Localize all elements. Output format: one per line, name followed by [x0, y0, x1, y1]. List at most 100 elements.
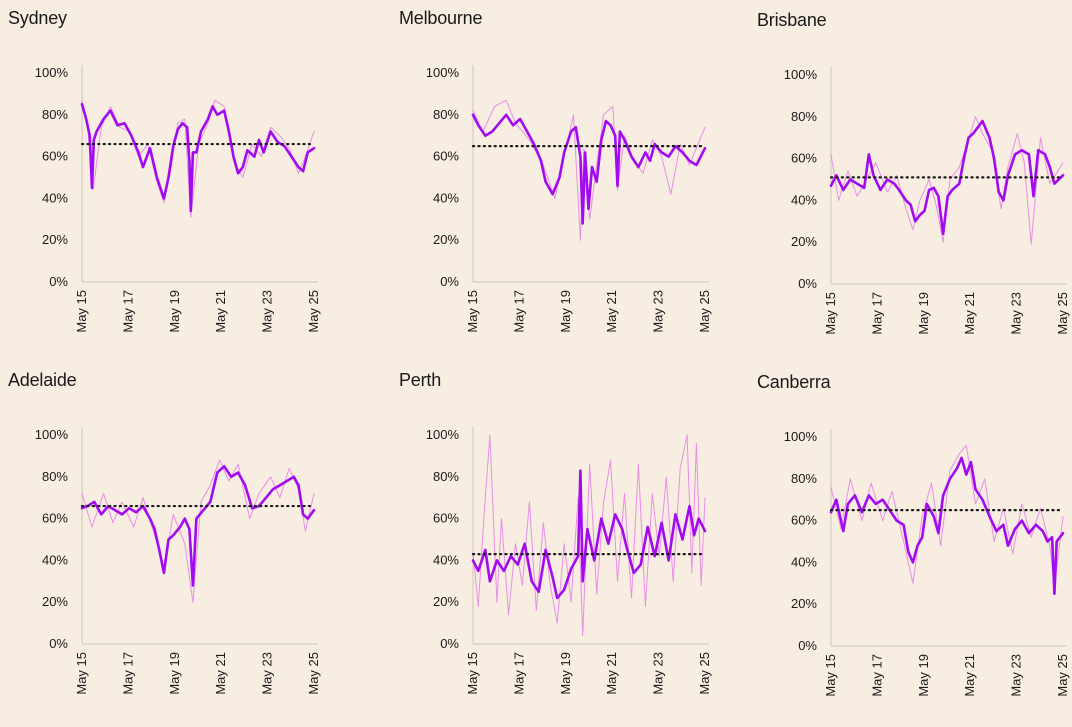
x-tick-label: May 25	[306, 652, 321, 695]
y-tick-label: 40%	[791, 192, 817, 207]
x-tick-label: May 19	[916, 654, 931, 697]
y-tick-label: 80%	[791, 109, 817, 124]
y-tick-label: 60%	[433, 149, 459, 164]
y-tick-label: 0%	[798, 276, 817, 291]
line-chart: 0% 20% 40% 60% 80% 100% May 15 May 17 May 19 May …	[784, 67, 1070, 335]
y-tick-label: 0%	[798, 638, 817, 653]
y-tick-label: 40%	[791, 554, 817, 569]
x-tick-label: May 15	[465, 290, 480, 333]
chart-panel-perth: Perth 0% 20% 40% 60% 80% 100% May 15 May 17 May …	[391, 362, 751, 725]
series-line-smoothed	[829, 119, 1065, 236]
y-tick-label: 40%	[42, 552, 68, 567]
x-tick-label: May 15	[74, 290, 89, 333]
x-tick-label: May 21	[604, 652, 619, 695]
y-tick-label: 0%	[49, 636, 68, 651]
x-tick-label: May 21	[962, 292, 977, 335]
chart-panel-canberra: Canberra 0% 20% 40% 60% 80% 100% May 15 May 17 M…	[749, 364, 1072, 727]
y-tick-label: 20%	[433, 594, 459, 609]
y-tick-label: 20%	[791, 234, 817, 249]
y-tick-label: 100%	[35, 65, 69, 80]
y-tick-label: 100%	[35, 427, 69, 442]
y-tick-label: 60%	[42, 149, 68, 164]
x-tick-label: May 23	[1009, 654, 1024, 697]
x-tick-label: May 19	[558, 290, 573, 333]
x-tick-label: May 19	[167, 290, 182, 333]
y-tick-label: 40%	[433, 552, 459, 567]
line-chart: 0% 20% 40% 60% 80% 100% May 15 May 17 May 19 May …	[426, 65, 712, 333]
y-tick-label: 0%	[440, 636, 459, 651]
chart-panel-adelaide: Adelaide 0% 20% 40% 60% 80% 100% May 15 May 17 M…	[0, 362, 360, 725]
y-tick-label: 40%	[433, 190, 459, 205]
line-chart: 0% 20% 40% 60% 80% 100% May 15 May 17 May 19 May …	[35, 65, 321, 333]
x-tick-label: May 25	[1055, 292, 1070, 335]
x-tick-label: May 21	[213, 290, 228, 333]
line-chart: 0% 20% 40% 60% 80% 100% May 15 May 17 May 19 May …	[426, 427, 712, 695]
y-tick-label: 20%	[42, 594, 68, 609]
x-tick-label: May 15	[465, 652, 480, 695]
x-tick-label: May 19	[558, 652, 573, 695]
x-tick-label: May 17	[869, 654, 884, 697]
series-line-smoothed	[80, 465, 316, 587]
y-tick-label: 60%	[791, 513, 817, 528]
series-line-raw	[830, 444, 1064, 588]
y-tick-label: 0%	[49, 274, 68, 289]
series-line-raw	[81, 99, 315, 218]
series-line-raw	[472, 434, 706, 637]
chart-panel-sydney: Sydney 0% 20% 40% 60% 80% 100% May 15 May 17 May…	[0, 0, 360, 363]
y-tick-label: 100%	[426, 65, 460, 80]
panel-title: Canberra	[757, 372, 831, 392]
y-tick-label: 20%	[791, 596, 817, 611]
x-tick-label: May 23	[260, 652, 275, 695]
panel-title: Sydney	[8, 8, 67, 28]
x-tick-label: May 17	[511, 652, 526, 695]
y-tick-label: 100%	[426, 427, 460, 442]
x-tick-label: May 21	[213, 652, 228, 695]
x-tick-label: May 23	[651, 652, 666, 695]
chart-panel-melbourne: Melbourne 0% 20% 40% 60% 80% 100% May 15 May 17…	[391, 0, 751, 363]
y-tick-label: 80%	[42, 107, 68, 122]
y-tick-label: 80%	[433, 469, 459, 484]
panel-title: Adelaide	[8, 370, 77, 390]
x-tick-label: May 21	[604, 290, 619, 333]
x-tick-label: May 25	[306, 290, 321, 333]
x-tick-label: May 17	[511, 290, 526, 333]
series-line-smoothed	[471, 113, 707, 225]
y-tick-label: 20%	[433, 232, 459, 247]
y-tick-label: 80%	[42, 469, 68, 484]
x-tick-label: May 23	[651, 290, 666, 333]
x-tick-label: May 17	[869, 292, 884, 335]
panel-title: Melbourne	[399, 8, 483, 28]
x-tick-label: May 15	[823, 654, 838, 697]
series-line-smoothed	[80, 103, 316, 213]
y-tick-label: 60%	[433, 511, 459, 526]
y-tick-label: 100%	[784, 67, 818, 82]
x-tick-label: May 25	[697, 652, 712, 695]
y-tick-label: 20%	[42, 232, 68, 247]
x-tick-label: May 15	[823, 292, 838, 335]
series-line-raw	[472, 99, 706, 241]
y-tick-label: 60%	[791, 151, 817, 166]
y-tick-label: 60%	[42, 511, 68, 526]
series-line-raw	[81, 459, 315, 603]
y-tick-label: 80%	[791, 471, 817, 486]
panel-title: Perth	[399, 370, 442, 390]
x-tick-label: May 19	[167, 652, 182, 695]
x-tick-label: May 19	[916, 292, 931, 335]
line-chart: 0% 20% 40% 60% 80% 100% May 15 May 17 May 19 May …	[784, 429, 1070, 697]
x-tick-label: May 21	[962, 654, 977, 697]
series-line-smoothed	[829, 456, 1065, 596]
panel-title: Brisbane	[757, 10, 827, 30]
y-tick-label: 80%	[433, 107, 459, 122]
x-tick-label: May 25	[697, 290, 712, 333]
x-tick-label: May 23	[260, 290, 275, 333]
y-tick-label: 100%	[784, 429, 818, 444]
x-tick-label: May 23	[1009, 292, 1024, 335]
chart-panel-brisbane: Brisbane 0% 20% 40% 60% 80% 100% May 15 May 17 M…	[749, 2, 1072, 365]
x-tick-label: May 17	[120, 290, 135, 333]
x-tick-label: May 17	[120, 652, 135, 695]
line-chart: 0% 20% 40% 60% 80% 100% May 15 May 17 May 19 May …	[35, 427, 321, 695]
y-tick-label: 0%	[440, 274, 459, 289]
x-tick-label: May 15	[74, 652, 89, 695]
x-tick-label: May 25	[1055, 654, 1070, 697]
